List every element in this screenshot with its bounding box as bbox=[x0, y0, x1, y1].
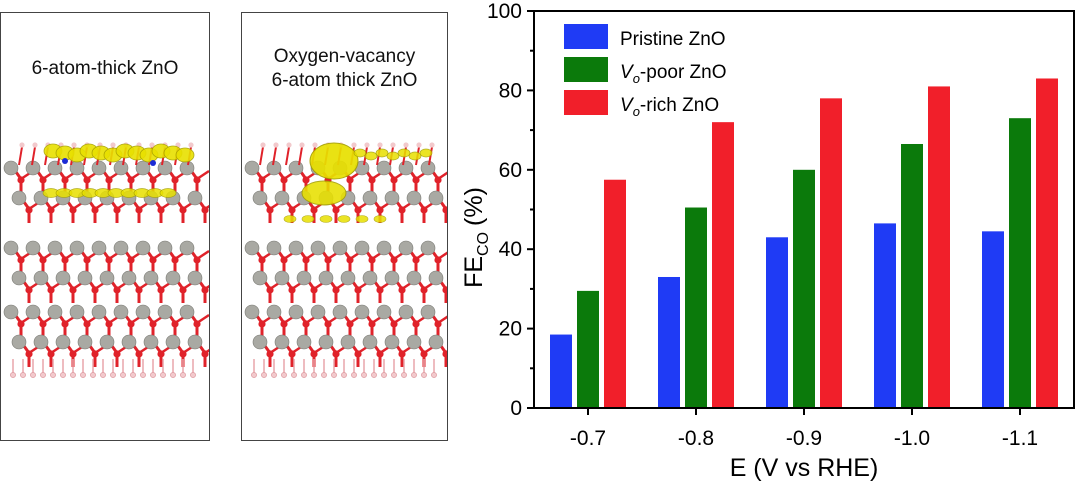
bars-layer bbox=[550, 78, 1058, 409]
x-tick-label: -0.9 bbox=[786, 427, 822, 450]
vacancy-structure-panel: Oxygen-vacancy 6-atom thick ZnO bbox=[241, 12, 448, 441]
y-axis-title-subscript: CO bbox=[475, 232, 492, 256]
pristine-panel-title: 6-atom-thick ZnO bbox=[1, 57, 209, 81]
y-tick-label: 80 bbox=[499, 79, 522, 102]
bar-pristine-zno--0.9 bbox=[766, 237, 788, 408]
bar-vo-poor-zno--0.7 bbox=[577, 290, 599, 408]
pristine-zno-slab-image bbox=[3, 142, 209, 378]
bar-vo-rich-zno--0.8 bbox=[712, 122, 734, 408]
y-tick-label: 100 bbox=[487, 0, 522, 23]
x-axis-title: E (V vs RHE) bbox=[730, 454, 879, 482]
x-tick-label: -0.7 bbox=[570, 427, 606, 450]
bar-vo-poor-zno--0.8 bbox=[685, 207, 707, 408]
bar-pristine-zno--1.0 bbox=[874, 223, 896, 408]
fe-co-bar-chart: -0.7 -0.8 -0.9 -1.0 -1.1 0 20 40 60 80 100 Pristin… bbox=[460, 0, 1075, 482]
legend-label: Vo-rich ZnO bbox=[620, 95, 719, 119]
bar-vo-rich-zno--0.9 bbox=[820, 98, 842, 408]
bar-pristine-zno--0.7 bbox=[550, 334, 572, 408]
x-tick-label: -0.8 bbox=[678, 427, 714, 450]
charge-density-isosurface bbox=[42, 143, 195, 198]
bar-pristine-zno--1.1 bbox=[982, 231, 1004, 408]
x-tick-label: -1.0 bbox=[894, 427, 930, 450]
y-tick-label: 40 bbox=[499, 238, 522, 261]
atom-lattice bbox=[244, 142, 447, 378]
y-axis-title-main: FE bbox=[460, 256, 488, 288]
legend-label: Vo-poor ZnO bbox=[620, 62, 727, 86]
pristine-panel-title-line: 6-atom-thick ZnO bbox=[31, 58, 179, 79]
y-axis-title: FECO (%) bbox=[460, 187, 492, 288]
y-tick-label: 60 bbox=[499, 159, 522, 182]
charge-density-isosurface bbox=[283, 142, 433, 223]
pristine-structure-panel: 6-atom-thick ZnO bbox=[0, 12, 210, 441]
legend-swatch bbox=[564, 90, 608, 115]
bar-vo-rich-zno--1.0 bbox=[928, 86, 950, 409]
legend-swatch bbox=[564, 24, 608, 49]
y-axis-title-unit: (%) bbox=[460, 187, 488, 226]
atom-lattice bbox=[3, 142, 209, 378]
legend-swatch bbox=[564, 57, 608, 82]
bar-pristine-zno--0.8 bbox=[658, 276, 680, 408]
y-tick-label: 20 bbox=[499, 318, 522, 341]
bar-vo-poor-zno--1.0 bbox=[901, 143, 923, 408]
x-tick-label: -1.1 bbox=[1002, 427, 1038, 450]
legend-label: Pristine ZnO bbox=[620, 29, 726, 50]
vacancy-panel-title-line-1: Oxygen-vacancy bbox=[273, 46, 416, 67]
bar-vo-rich-zno--1.1 bbox=[1036, 78, 1058, 409]
axes-layer: -0.7 -0.8 -0.9 -1.0 -1.1 0 20 40 60 80 100 bbox=[487, 0, 1038, 450]
y-tick-label: 0 bbox=[510, 397, 522, 420]
legend: Pristine ZnO Vo-poor ZnO Vo-rich ZnO bbox=[564, 24, 727, 119]
vacancy-panel-title-line-2: 6-atom thick ZnO bbox=[271, 70, 418, 91]
bar-vo-poor-zno--1.1 bbox=[1009, 118, 1031, 408]
bar-vo-rich-zno--0.7 bbox=[604, 179, 626, 408]
vacancy-panel-title: Oxygen-vacancy 6-atom thick ZnO bbox=[242, 45, 447, 93]
bar-vo-poor-zno--0.9 bbox=[793, 169, 815, 408]
vacancy-zno-slab-image bbox=[244, 142, 447, 378]
